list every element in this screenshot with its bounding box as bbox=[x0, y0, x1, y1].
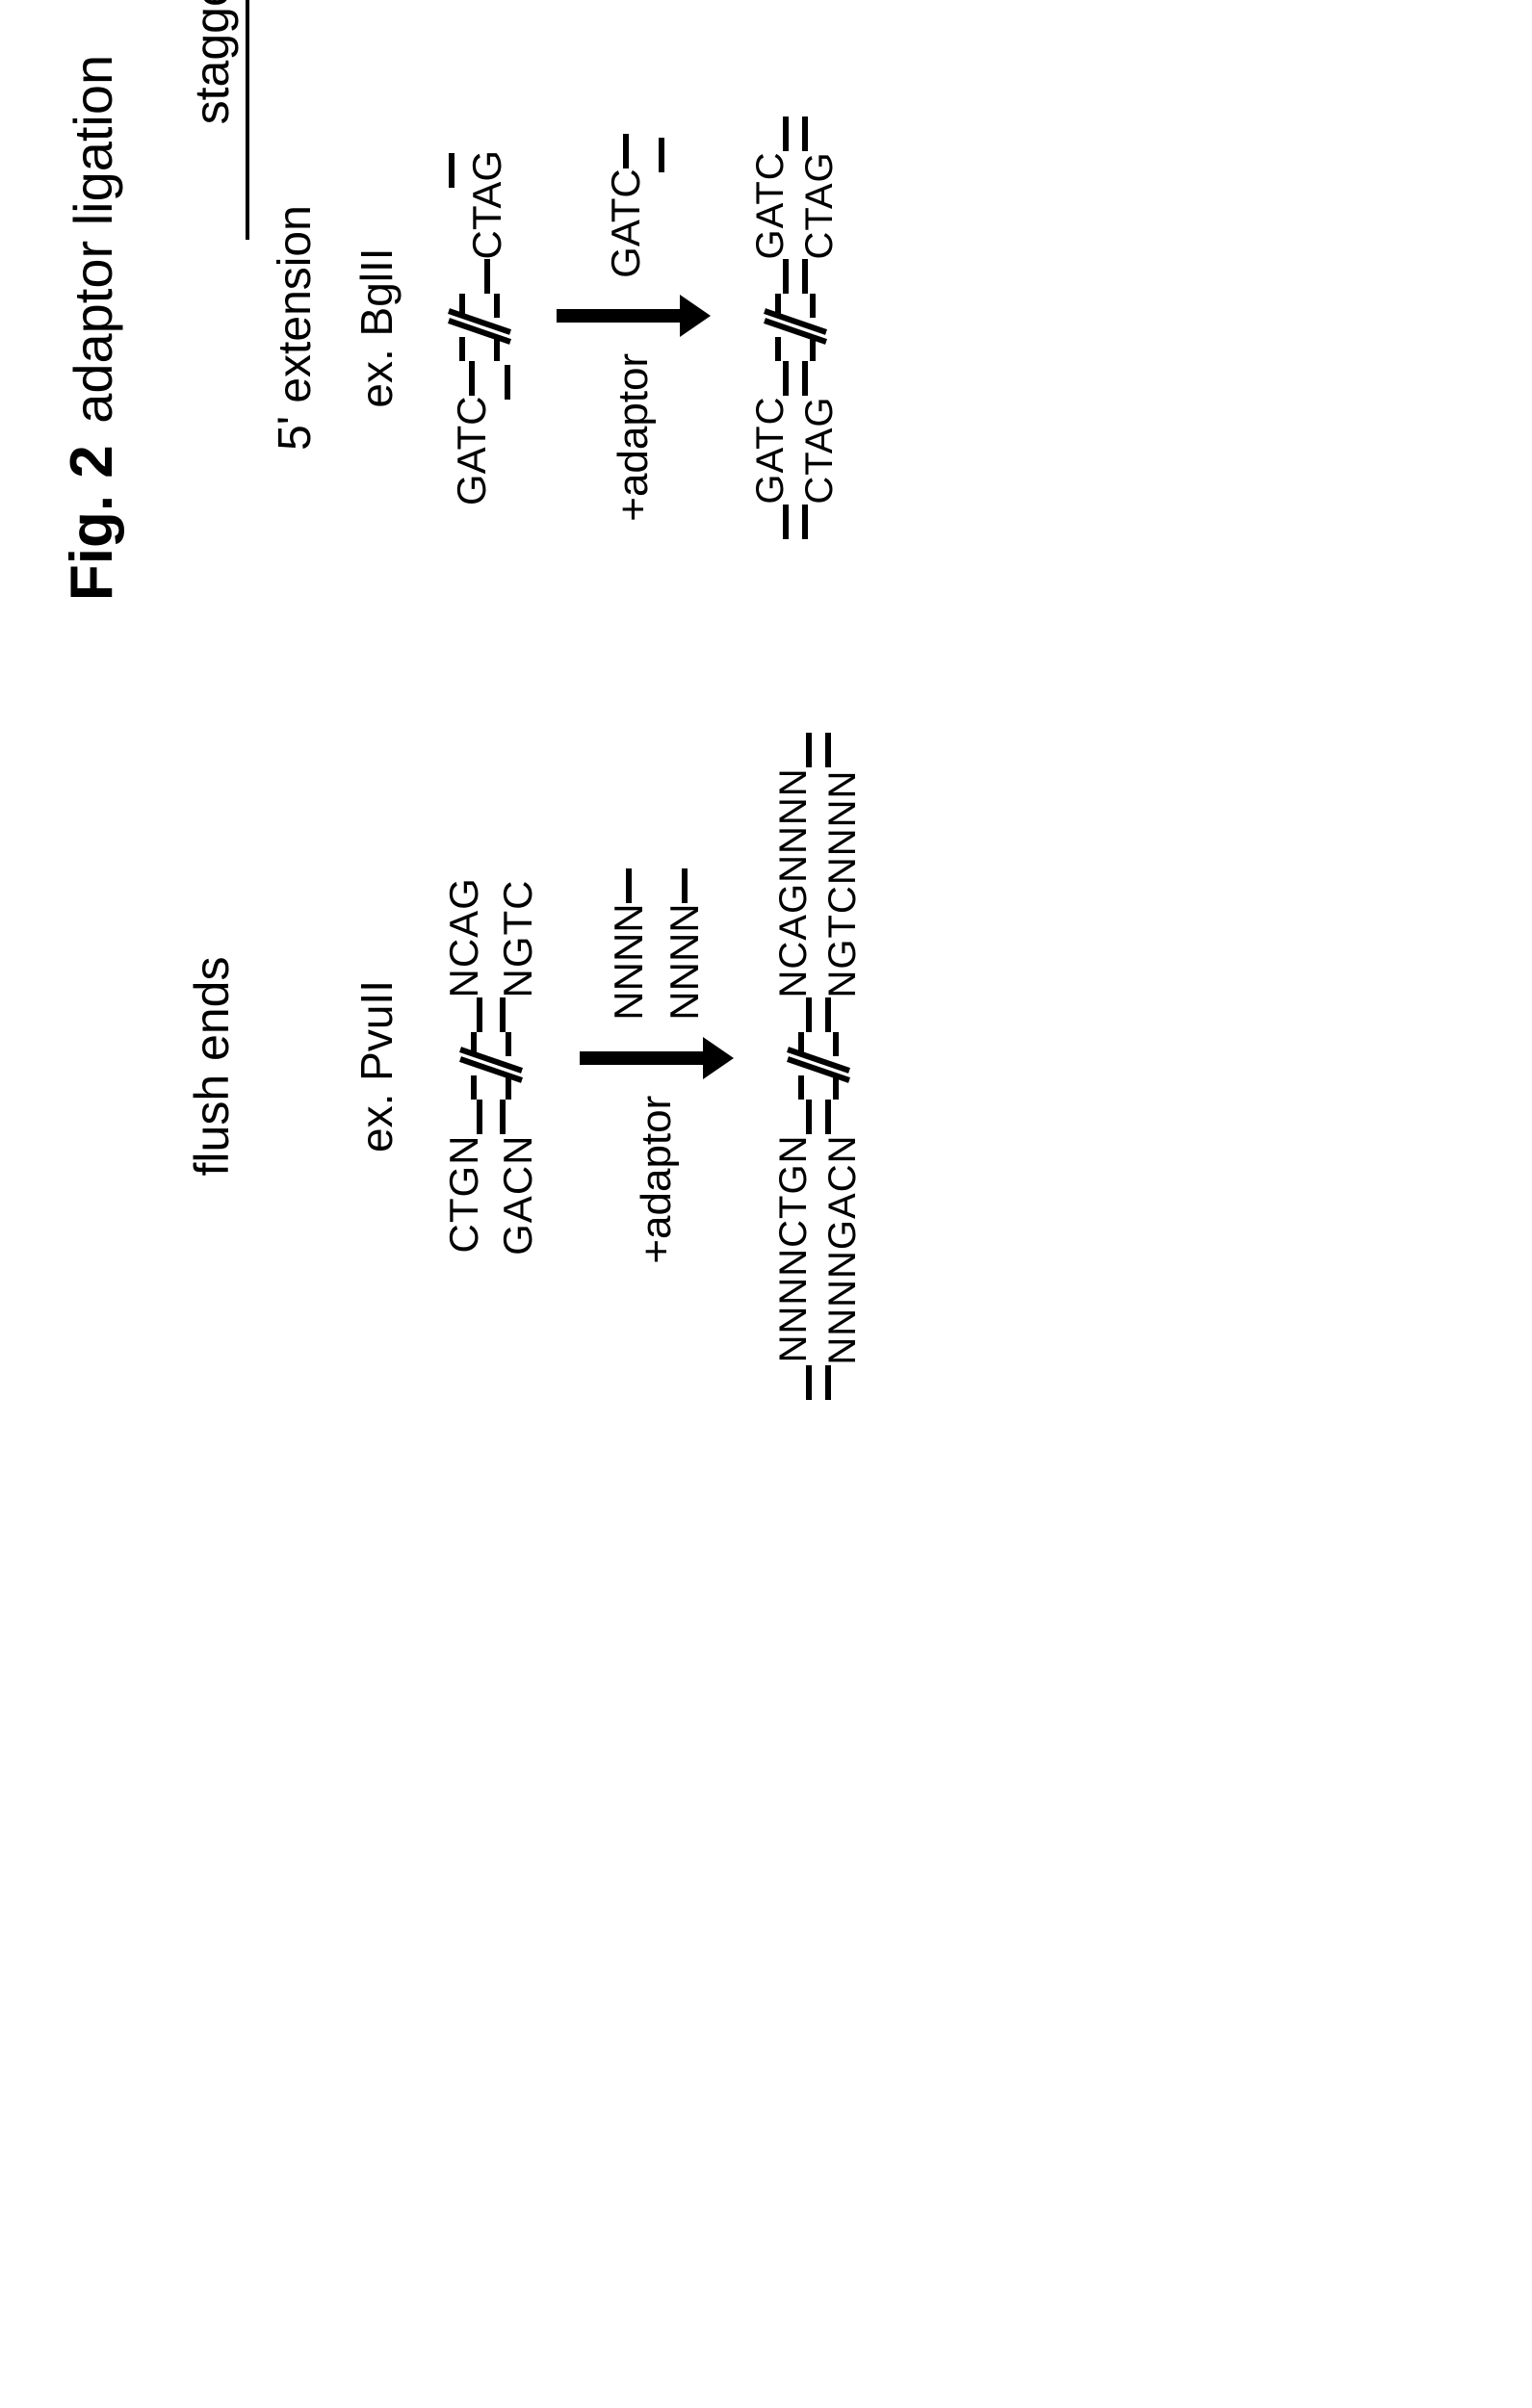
seq-right: NCAGNNNN NGTCNNNN bbox=[772, 767, 865, 997]
header-staggered: staggered ends bbox=[184, 0, 249, 240]
seq: CTAG bbox=[464, 150, 510, 260]
figure-subtitle: adaptor ligation bbox=[63, 55, 123, 424]
bglii-arrow-row: +adaptor GATC bbox=[557, 0, 711, 697]
seq: NNNN bbox=[606, 903, 652, 1020]
tick-pair bbox=[806, 998, 831, 1033]
seq-right: GATC CTAG bbox=[749, 151, 842, 259]
down-arrow-icon bbox=[580, 1049, 734, 1067]
seq-left: CTGN GACN bbox=[441, 1135, 541, 1256]
down-arrow-icon bbox=[557, 307, 711, 324]
pvuii-final-fragment: NNNNCTGN NNNNGACN NCAGNNNN NGTCNNNN bbox=[772, 733, 865, 1399]
seq: NNNNGACN bbox=[821, 1135, 865, 1365]
seq: CTAG bbox=[798, 397, 842, 505]
seq: CTAG bbox=[798, 151, 842, 259]
seq-right: NCAG NGTC bbox=[441, 877, 541, 997]
break-icon bbox=[757, 295, 834, 362]
bglii-start-fragment: GATC CTAG bbox=[441, 150, 518, 505]
pvuii-arrow-row: +adaptor NNNN NNNN bbox=[580, 697, 734, 1436]
seq: GACN bbox=[495, 1135, 541, 1256]
seq: CTGN bbox=[441, 1135, 487, 1254]
header-5prime: 5' extension bbox=[269, 0, 322, 697]
seq: NCAG bbox=[441, 877, 487, 997]
staggered-subheaders: 5' extension 3' extension bbox=[269, 0, 322, 697]
figure-number: Fig. 2 bbox=[59, 445, 125, 601]
break-icon bbox=[441, 295, 518, 362]
tick-pair bbox=[783, 260, 808, 295]
seq: NNNN bbox=[662, 903, 708, 1020]
tick-pair bbox=[806, 1365, 831, 1400]
stagger-left: GATC bbox=[449, 362, 510, 506]
tick-pair bbox=[477, 998, 506, 1033]
example-pvuii: ex. PvuII bbox=[351, 980, 402, 1152]
seq: NNNNCTGN bbox=[772, 1135, 816, 1363]
seq-left: GATC CTAG bbox=[749, 397, 842, 505]
tick-pair bbox=[806, 1100, 831, 1135]
seq: NGTCNNNN bbox=[821, 770, 865, 998]
seq: NGTC bbox=[495, 880, 541, 998]
tick-pair bbox=[806, 733, 831, 767]
adaptor-label: +adaptor bbox=[610, 353, 658, 522]
header-flush: flush ends bbox=[184, 957, 240, 1177]
header-flush-col: flush ends bbox=[184, 697, 322, 1436]
stagger-right: CTAG bbox=[449, 150, 510, 295]
seq: GATC bbox=[749, 397, 792, 505]
diagram-columns: ex. PvuII CTGN GACN NCAG bbox=[351, 0, 865, 1436]
tick-pair bbox=[783, 505, 808, 539]
tick-pair bbox=[477, 1100, 506, 1135]
bglii-final-fragment: GATC CTAG GATC CTAG bbox=[749, 117, 842, 538]
pvuii-start-fragment: CTGN GACN NCAG NGTC bbox=[441, 877, 541, 1256]
seq-left: NNNNCTGN NNNNGACN bbox=[772, 1135, 865, 1365]
header-staggered-col: staggered ends 5' extension 3' extension bbox=[184, 0, 322, 697]
break-icon bbox=[780, 1033, 857, 1100]
bglii-adaptor: GATC bbox=[603, 134, 664, 278]
seq: NCAGNNNN bbox=[772, 767, 816, 997]
example-bglii: ex. BglII bbox=[351, 247, 402, 407]
adaptor-label: +adaptor bbox=[633, 1096, 681, 1264]
seq: GATC bbox=[449, 397, 495, 506]
pvuii-adaptor: NNNN NNNN bbox=[606, 868, 708, 1020]
tick-pair bbox=[783, 362, 808, 397]
col-bglii: ex. BglII GATC CTAG bbox=[351, 0, 865, 697]
tick-pair bbox=[783, 117, 808, 151]
seq: GATC bbox=[603, 168, 649, 278]
seq: GATC bbox=[749, 151, 792, 259]
break-icon bbox=[453, 1033, 530, 1100]
figure-page: Fig. 2 adaptor ligation flush ends stagg… bbox=[0, 0, 1532, 1532]
figure-title: Fig. 2 adaptor ligation bbox=[58, 0, 126, 1436]
category-headers: flush ends staggered ends 5' extension 3… bbox=[184, 0, 322, 1436]
col-pvuii: ex. PvuII CTGN GACN NCAG bbox=[351, 697, 865, 1436]
